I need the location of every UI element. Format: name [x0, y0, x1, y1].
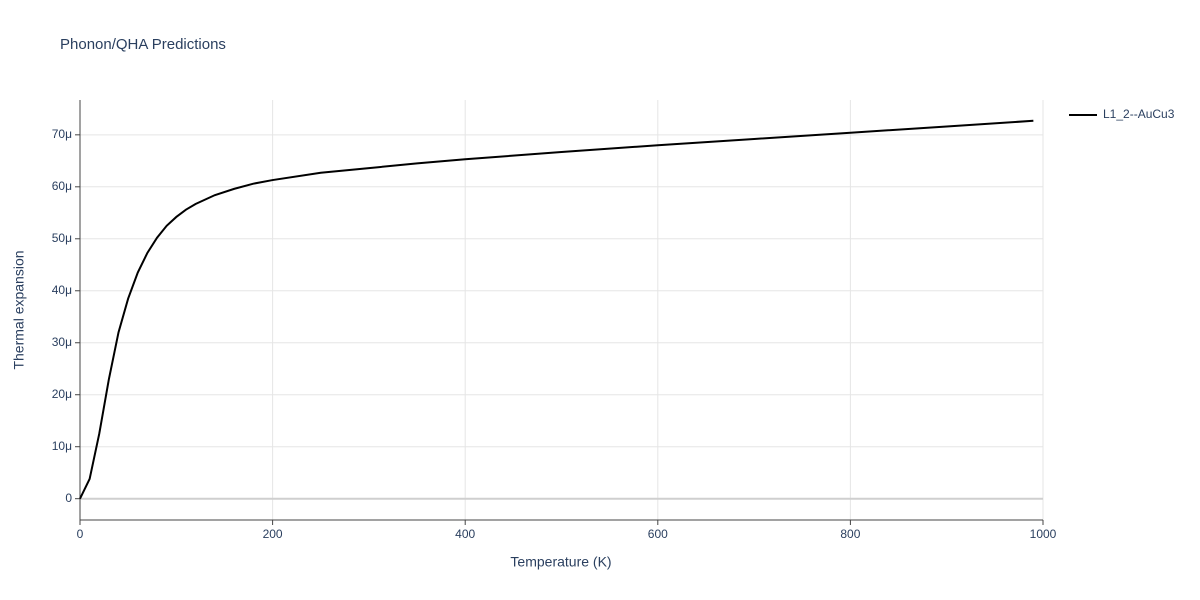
data-line [79, 119, 1034, 500]
x-tick-label: 200 [263, 527, 283, 541]
x-axis-title: Temperature (K) [510, 554, 611, 570]
x-tick-label: 1000 [1030, 527, 1057, 541]
y-axis-title: Thermal expansion [11, 250, 27, 369]
y-tick-label: 0 [65, 491, 72, 505]
y-tick-label: 30μ [52, 335, 72, 349]
x-tick-label: 0 [77, 527, 84, 541]
y-tick-label: 20μ [52, 387, 72, 401]
y-tick-label: 40μ [52, 283, 72, 297]
y-tick-label: 10μ [52, 439, 72, 453]
y-tick-label: 70μ [52, 127, 72, 141]
x-tick-label: 600 [648, 527, 668, 541]
y-tick-label: 50μ [52, 231, 72, 245]
x-tick-label: 400 [455, 527, 475, 541]
chart-title: Phonon/QHA Predictions [60, 36, 226, 53]
x-tick-label: 800 [840, 527, 860, 541]
y-tick-label: 60μ [52, 179, 72, 193]
legend-label: L1_2--AuCu3 [1103, 107, 1175, 121]
